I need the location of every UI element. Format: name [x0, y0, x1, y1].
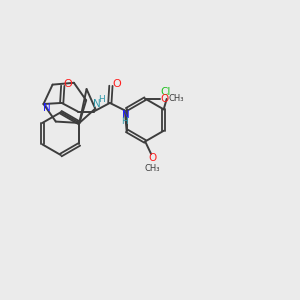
Text: N: N — [122, 110, 130, 121]
Text: CH₃: CH₃ — [169, 94, 184, 103]
Text: H: H — [122, 117, 128, 126]
Text: O: O — [64, 79, 73, 89]
Text: O: O — [160, 94, 169, 104]
Text: N: N — [43, 103, 51, 113]
Text: N: N — [93, 99, 100, 109]
Text: H: H — [98, 95, 105, 104]
Text: O: O — [112, 79, 121, 89]
Text: O: O — [148, 153, 157, 164]
Text: Cl: Cl — [160, 87, 170, 98]
Text: CH₃: CH₃ — [145, 164, 160, 173]
